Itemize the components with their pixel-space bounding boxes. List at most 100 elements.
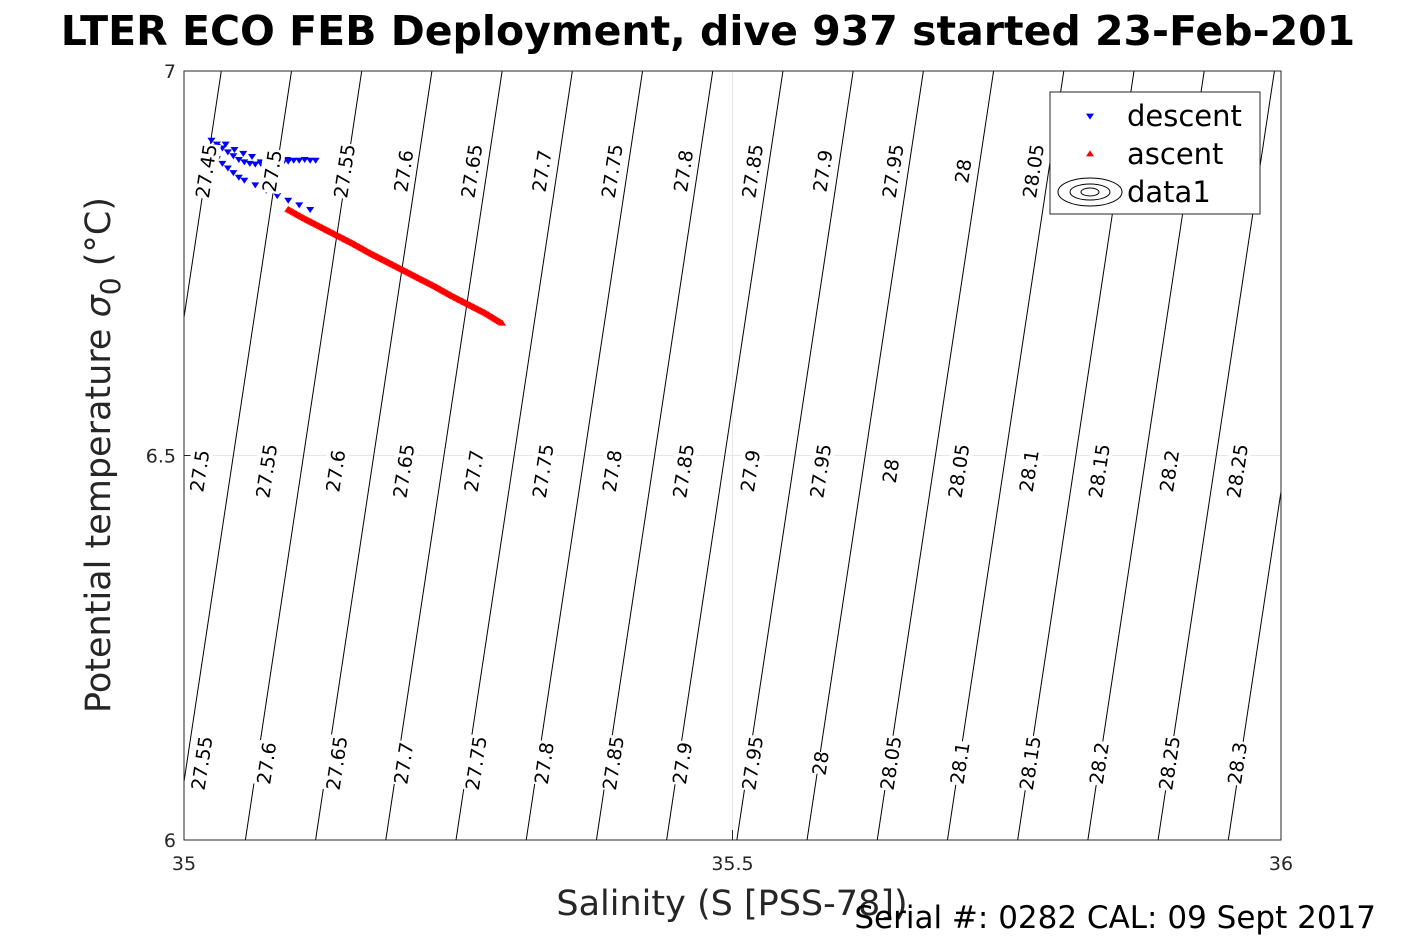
contour-label-bg <box>1083 442 1114 500</box>
contour-label: 27.9 <box>735 447 765 495</box>
contour-label-bg <box>1018 142 1049 200</box>
contour-label-bg <box>527 442 558 500</box>
contour-label-bg <box>190 142 221 200</box>
descent-point <box>273 193 282 200</box>
y-axis-label-sigma: σ <box>79 293 119 317</box>
legend-item-ascent: ascent <box>1086 137 1223 171</box>
contour-label-bg <box>950 158 976 184</box>
contour-label-bg <box>389 147 418 195</box>
descent-point <box>251 182 260 189</box>
contour-label-text: 28 <box>809 750 834 777</box>
density-contour-line <box>1227 488 1281 840</box>
x-tick-label: 36 <box>1269 853 1293 875</box>
descent-point <box>229 170 238 177</box>
descent-point <box>289 157 298 164</box>
descent-point <box>234 157 243 164</box>
descent-point <box>306 207 315 214</box>
contour-label-text: 28 <box>951 158 976 185</box>
density-contour-line <box>244 71 363 840</box>
contour-label-bg <box>459 447 488 495</box>
contour-label-bg <box>597 447 626 495</box>
contour-label-bg <box>1014 447 1043 495</box>
density-contour-line <box>184 71 222 321</box>
legend[interactable]: descent ascent data1 <box>1049 91 1261 215</box>
contour-label: 28 <box>950 158 977 185</box>
y-axis-label-subscript: 0 <box>94 277 127 295</box>
descent-point <box>229 153 238 160</box>
contour-label: 27.9 <box>667 739 697 787</box>
contour-label: 28.1 <box>1014 447 1044 495</box>
contour-label-bg <box>737 142 768 200</box>
contour-label-bg <box>251 442 282 500</box>
legend-contour-marker <box>1057 177 1123 207</box>
y-tick-label: 6 <box>164 830 176 852</box>
contour-label-bg <box>1222 739 1252 787</box>
legend-label-ascent: ascent <box>1127 137 1223 171</box>
density-contour-line <box>806 71 924 840</box>
contour-label: 27.6 <box>389 147 418 195</box>
descent-point <box>218 160 227 167</box>
contour-label-bg <box>329 142 360 200</box>
descent-point <box>234 174 243 181</box>
contour-label-bg <box>1084 739 1114 787</box>
descent-point <box>223 165 232 172</box>
descent-point <box>240 159 249 166</box>
contour-label-bg <box>877 142 908 200</box>
contour-label: 28.2 <box>1154 447 1184 495</box>
contour-label: 27.85 <box>597 734 629 792</box>
x-tick-label: 35 <box>172 853 196 875</box>
contour-label-bg <box>186 734 217 792</box>
x-axis-label: Salinity (S [PSS-78]) <box>556 884 907 924</box>
contour-label-bg <box>667 739 697 787</box>
density-contours <box>184 71 1281 840</box>
contour-label-bg <box>877 458 903 484</box>
contour-label-bg <box>737 734 768 792</box>
legend-label-descent: descent <box>1127 99 1242 133</box>
contour-label-bg <box>943 442 974 500</box>
contour-label: 28 <box>877 457 904 485</box>
contour-label: 28.2 <box>1084 739 1114 787</box>
density-contour-line <box>876 71 995 840</box>
legend-descent-marker <box>1086 113 1094 120</box>
y-axis-label-main: Potential temperature <box>79 317 119 713</box>
descent-point <box>311 157 320 164</box>
y-tick-label: 7 <box>164 61 176 83</box>
ascent-point <box>498 319 507 326</box>
x-tick-label: 35.5 <box>711 853 753 875</box>
density-contour-line <box>455 71 573 840</box>
descent-point <box>240 177 249 184</box>
contour-label-bg <box>807 750 833 776</box>
descent-point <box>306 157 315 164</box>
density-contour-line <box>385 71 503 840</box>
descent-point <box>283 157 292 164</box>
descent-point <box>221 141 230 148</box>
descent-point <box>223 149 232 156</box>
contour-label: 27.8 <box>529 739 559 787</box>
contour-label-bg <box>456 142 487 200</box>
legend-box <box>1049 91 1261 215</box>
contour-label-bg <box>668 442 699 500</box>
axes: 35 35.5 36 6 6.5 7 <box>146 61 1293 875</box>
contour-label-bg <box>321 734 352 792</box>
contour-label-bg <box>597 734 628 792</box>
contour-label-bg <box>1014 734 1045 792</box>
contour-label-bg <box>257 147 286 195</box>
legend-label-data1: data1 <box>1127 175 1211 209</box>
contour-label-bg <box>388 442 419 500</box>
contour-label-bg <box>389 739 418 787</box>
contour-label-bg <box>321 447 350 495</box>
legend-item-descent: descent <box>1086 99 1242 133</box>
contour-label-bg <box>1154 734 1185 792</box>
density-contour-line <box>946 71 1065 840</box>
contour-label: 27.5 <box>257 147 287 195</box>
contour-label-bg <box>805 442 836 500</box>
contour-label-bg <box>529 739 558 787</box>
y-axis-label-unit: (°C) <box>79 197 119 277</box>
legend-contour-marker <box>1069 183 1111 201</box>
contour-label-bg <box>252 739 281 787</box>
contour-label-bg <box>808 147 837 195</box>
contour-label: 28 <box>807 750 834 777</box>
y-axis-label: Potential temperature σ0 (°C) <box>79 197 127 713</box>
legend-ascent-marker <box>1086 150 1094 157</box>
